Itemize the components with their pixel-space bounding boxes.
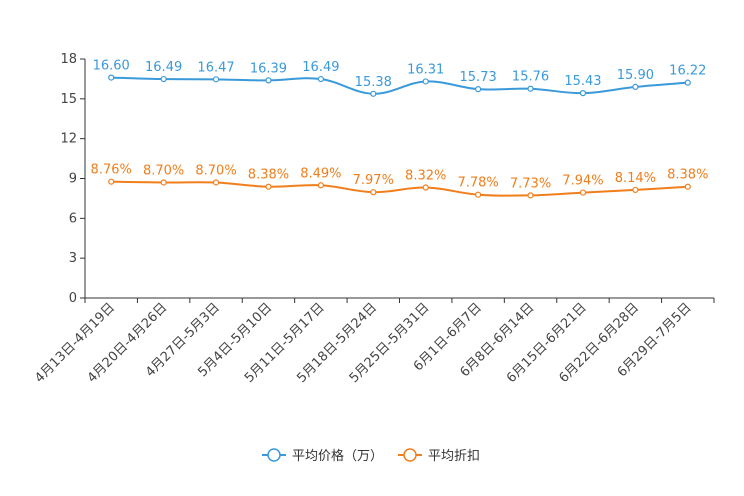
data-label-discount: 7.94% <box>562 174 603 189</box>
x-axis: 4月13日-4月19日4月20日-4月26日4月27日-5月3日5月4日-5月1… <box>32 297 715 386</box>
data-label-price: 15.43 <box>564 74 601 89</box>
y-tick-label: 15 <box>60 92 77 107</box>
data-label-discount: 8.14% <box>615 171 656 186</box>
y-tick-label: 12 <box>60 132 77 147</box>
data-label-discount: 8.38% <box>248 168 289 183</box>
series-price: 16.60 16.49 16.47 16.39 16.49 15.38 16.31 15.73… <box>93 59 706 97</box>
data-label-discount: 7.73% <box>510 176 551 191</box>
series-line-discount <box>111 180 688 197</box>
legend-marker-icon <box>267 448 281 462</box>
series-layer: 16.60 16.49 16.47 16.39 16.49 15.38 16.31 15.73… <box>91 59 708 199</box>
data-label-price: 16.60 <box>93 59 130 74</box>
data-point-discount <box>108 178 115 185</box>
y-tick-label: 3 <box>69 251 77 266</box>
data-label-price: 16.39 <box>250 61 287 76</box>
data-point-price <box>160 75 167 83</box>
data-point-discount <box>475 191 482 198</box>
data-label-price: 16.47 <box>197 60 234 75</box>
data-point-price <box>422 78 429 85</box>
data-point-price <box>475 86 482 93</box>
data-point-discount <box>579 189 587 196</box>
data-point-discount <box>632 186 639 194</box>
y-axis: 0 3 6 9 12 15 18 <box>60 52 86 306</box>
data-point-discount <box>684 183 691 190</box>
data-point-price <box>370 90 377 97</box>
data-point-discount <box>212 179 220 186</box>
data-label-price: 15.38 <box>355 75 392 90</box>
data-label-price: 15.73 <box>460 70 497 85</box>
data-point-discount <box>370 189 377 196</box>
data-label-price: 16.22 <box>669 64 706 79</box>
data-label-discount: 8.70% <box>143 163 184 178</box>
data-point-price <box>684 79 691 86</box>
data-label-discount: 8.49% <box>300 166 341 181</box>
data-point-price <box>632 83 639 90</box>
data-point-discount <box>265 183 272 190</box>
data-label-price: 15.90 <box>617 68 654 83</box>
legend-marker-icon <box>403 448 417 462</box>
data-point-price <box>265 77 272 84</box>
legend-item-discount[interactable]: 平均折扣 <box>398 448 480 464</box>
data-point-price <box>212 76 220 83</box>
legend[interactable]: 平均价格（万） 平均折扣 <box>262 448 480 464</box>
y-tick-label: 18 <box>60 52 77 67</box>
data-point-discount <box>160 179 167 186</box>
data-label-discount: 7.78% <box>457 176 498 191</box>
data-label-discount: 8.32% <box>405 169 446 184</box>
legend-label-price: 平均价格（万） <box>292 448 383 464</box>
data-label-discount: 8.38% <box>667 168 708 183</box>
legend-label-discount: 平均折扣 <box>428 449 480 464</box>
data-label-discount: 8.76% <box>91 163 132 178</box>
data-point-discount <box>422 184 429 191</box>
data-point-price <box>527 85 534 92</box>
data-point-price <box>579 90 587 97</box>
data-label-price: 16.49 <box>145 60 182 75</box>
data-label-discount: 8.70% <box>195 163 236 178</box>
data-label-discount: 7.97% <box>353 173 394 188</box>
y-tick-label: 0 <box>69 291 77 306</box>
data-label-price: 16.31 <box>407 62 444 77</box>
y-tick-label: 6 <box>69 211 77 226</box>
data-point-discount <box>317 182 324 189</box>
data-label-price: 16.49 <box>302 60 339 75</box>
data-point-price <box>317 75 324 83</box>
data-point-discount <box>527 192 534 199</box>
y-tick-label: 9 <box>69 172 77 187</box>
series-line-price <box>111 76 688 95</box>
series-discount: 8.76% 8.70% 8.70% 8.38% 8.49% 7.97% 8.32% 7.78%… <box>91 163 708 199</box>
data-label-price: 15.76 <box>512 70 549 85</box>
data-point-price <box>108 74 115 81</box>
legend-item-price[interactable]: 平均价格（万） <box>262 448 383 464</box>
